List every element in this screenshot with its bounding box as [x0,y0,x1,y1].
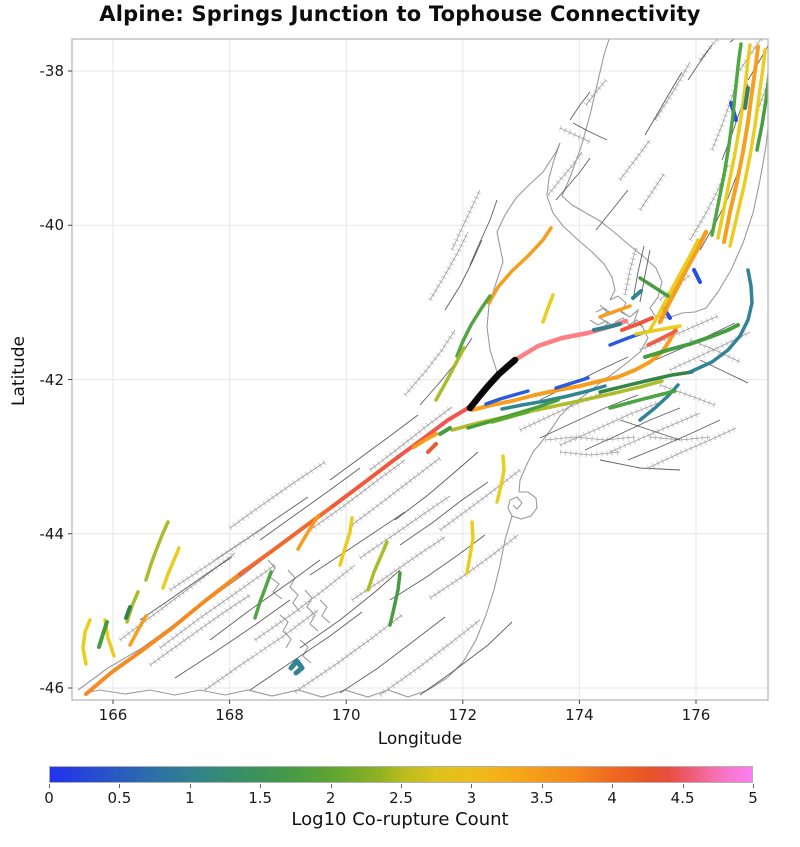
colorbar-tick-mark [612,784,614,788]
fault-green-sounds [638,276,670,298]
x-tick-172: 172 [448,706,478,724]
fault-green-kekerengu [643,323,740,359]
fault-teal-clarence [500,384,607,411]
fault-ni-yellow-1 [716,43,752,240]
x-tick-170: 170 [331,706,361,724]
fault-green-nelson [455,294,492,358]
colorbar-tick-mark [541,784,543,788]
fault-s-green-3 [388,571,402,627]
fault-darkgreen-east [598,370,694,394]
fault-green-short-mid [490,410,530,424]
fault-ni-green-2 [755,67,768,152]
fault-cook-yellow [648,238,700,332]
y-axis-label: Latitude [9,336,29,406]
colorbar-tick-mark [49,784,50,788]
colorbar-tick-mark [471,784,473,788]
colorbar-tick-5: 5 [748,789,758,807]
colorbar-tick-3: 3 [466,789,477,807]
fault-ni-green-1 [710,42,743,237]
fault-yellow-awatere-end [634,324,682,336]
fault-cook-orange [657,229,709,325]
colorbar-tick-mark [260,784,262,788]
colorbar-tick-mark [330,784,332,788]
y-tick--46: -46 [39,679,65,697]
fault-near-alpine-orange [412,432,438,449]
colorbar-tick-1.5: 1.5 [248,789,273,807]
fault-s-darkgreen [124,605,132,620]
gridlines [72,39,768,700]
fault-map [77,39,768,698]
fault-blue-seg-2 [554,376,590,390]
fault-springs-tophouse-highlight [466,356,519,412]
colorbar-tick-mark [189,784,191,788]
fault-s-yellow-4 [338,516,354,567]
fault-orange-sounds [598,304,632,319]
colorbar-tick-4: 4 [607,789,617,807]
fault-ni-yellow-2 [728,48,767,248]
fault-blue-dash-1 [692,268,702,284]
fault-yellow-nelson [541,293,555,324]
fault-teal-wairau-end [592,322,622,332]
fault-s-olive-3 [366,540,389,592]
fault-s-green-2 [253,570,273,620]
colorbar-tick-mark [119,784,121,788]
colorbar-label: Log10 Co-rupture Count [291,809,509,830]
fault-s-olive-2 [144,520,170,582]
fault-near-alpine-green [438,426,452,436]
fault-s-yellow-6 [495,454,506,504]
y-tick--42: -42 [39,370,65,389]
colorbar-tick-2: 2 [325,789,336,807]
fault-alpine-mid2 [331,455,400,508]
colorbar-tick-mark [401,784,402,788]
colorbar-tick-2.5: 2.5 [389,789,413,807]
fault-ni-darkteal [743,86,750,110]
fault-olive-west-branch [434,346,466,402]
fault-alpine-north [396,405,472,459]
fault-green-hope [466,398,560,430]
fault-red-seg-1 [620,316,654,332]
fault-orange-nelson [487,226,553,305]
colorbar-tick-4.5: 4.5 [670,789,695,807]
fault-fiordland-teal [288,658,305,676]
fault-s-yellow-3 [161,546,181,590]
fault-s-yellow-1 [81,618,92,666]
colorbar-tick-mark [753,784,754,788]
fault-s-olive-1 [125,590,140,624]
fault-red-seg-2 [646,329,678,347]
x-tick-166: 166 [98,706,128,724]
fault-near-alpine-red [426,442,438,454]
colorbar-tick-mark [682,784,684,788]
colorbar-tick-1: 1 [185,789,195,807]
y-tick--38: -38 [39,62,65,80]
x-axis-label: Longitude [377,729,463,749]
fault-s-yellow-5 [465,520,475,575]
colorbar-tick-0.5: 0.5 [107,789,132,807]
fault-s-orange-2 [296,514,320,551]
x-tick-168: 168 [215,706,244,724]
axis-ticks [68,70,697,704]
y-tick--40: -40 [39,216,65,235]
fault-s-green-1 [97,620,109,649]
colorbar-gradient [49,766,753,783]
colorbar-tick-0: 0 [44,789,54,807]
x-tick-176: 176 [681,706,711,724]
fault-ni-orange [722,45,760,244]
x-tick-174: 174 [565,706,594,724]
fault-blue-seg-1 [484,389,530,406]
y-tick--44: -44 [39,524,65,543]
fault-s-orange-1 [128,614,148,647]
fault-teal-tick-nelson [631,289,643,300]
fault-alpine-south [84,572,242,696]
chart-title: Alpine: Springs Junction to Tophouse Con… [99,2,701,26]
fault-teal-coastal-arc [688,268,754,374]
colorbar-tick-3.5: 3.5 [529,789,554,807]
fault-green-low [608,389,677,410]
